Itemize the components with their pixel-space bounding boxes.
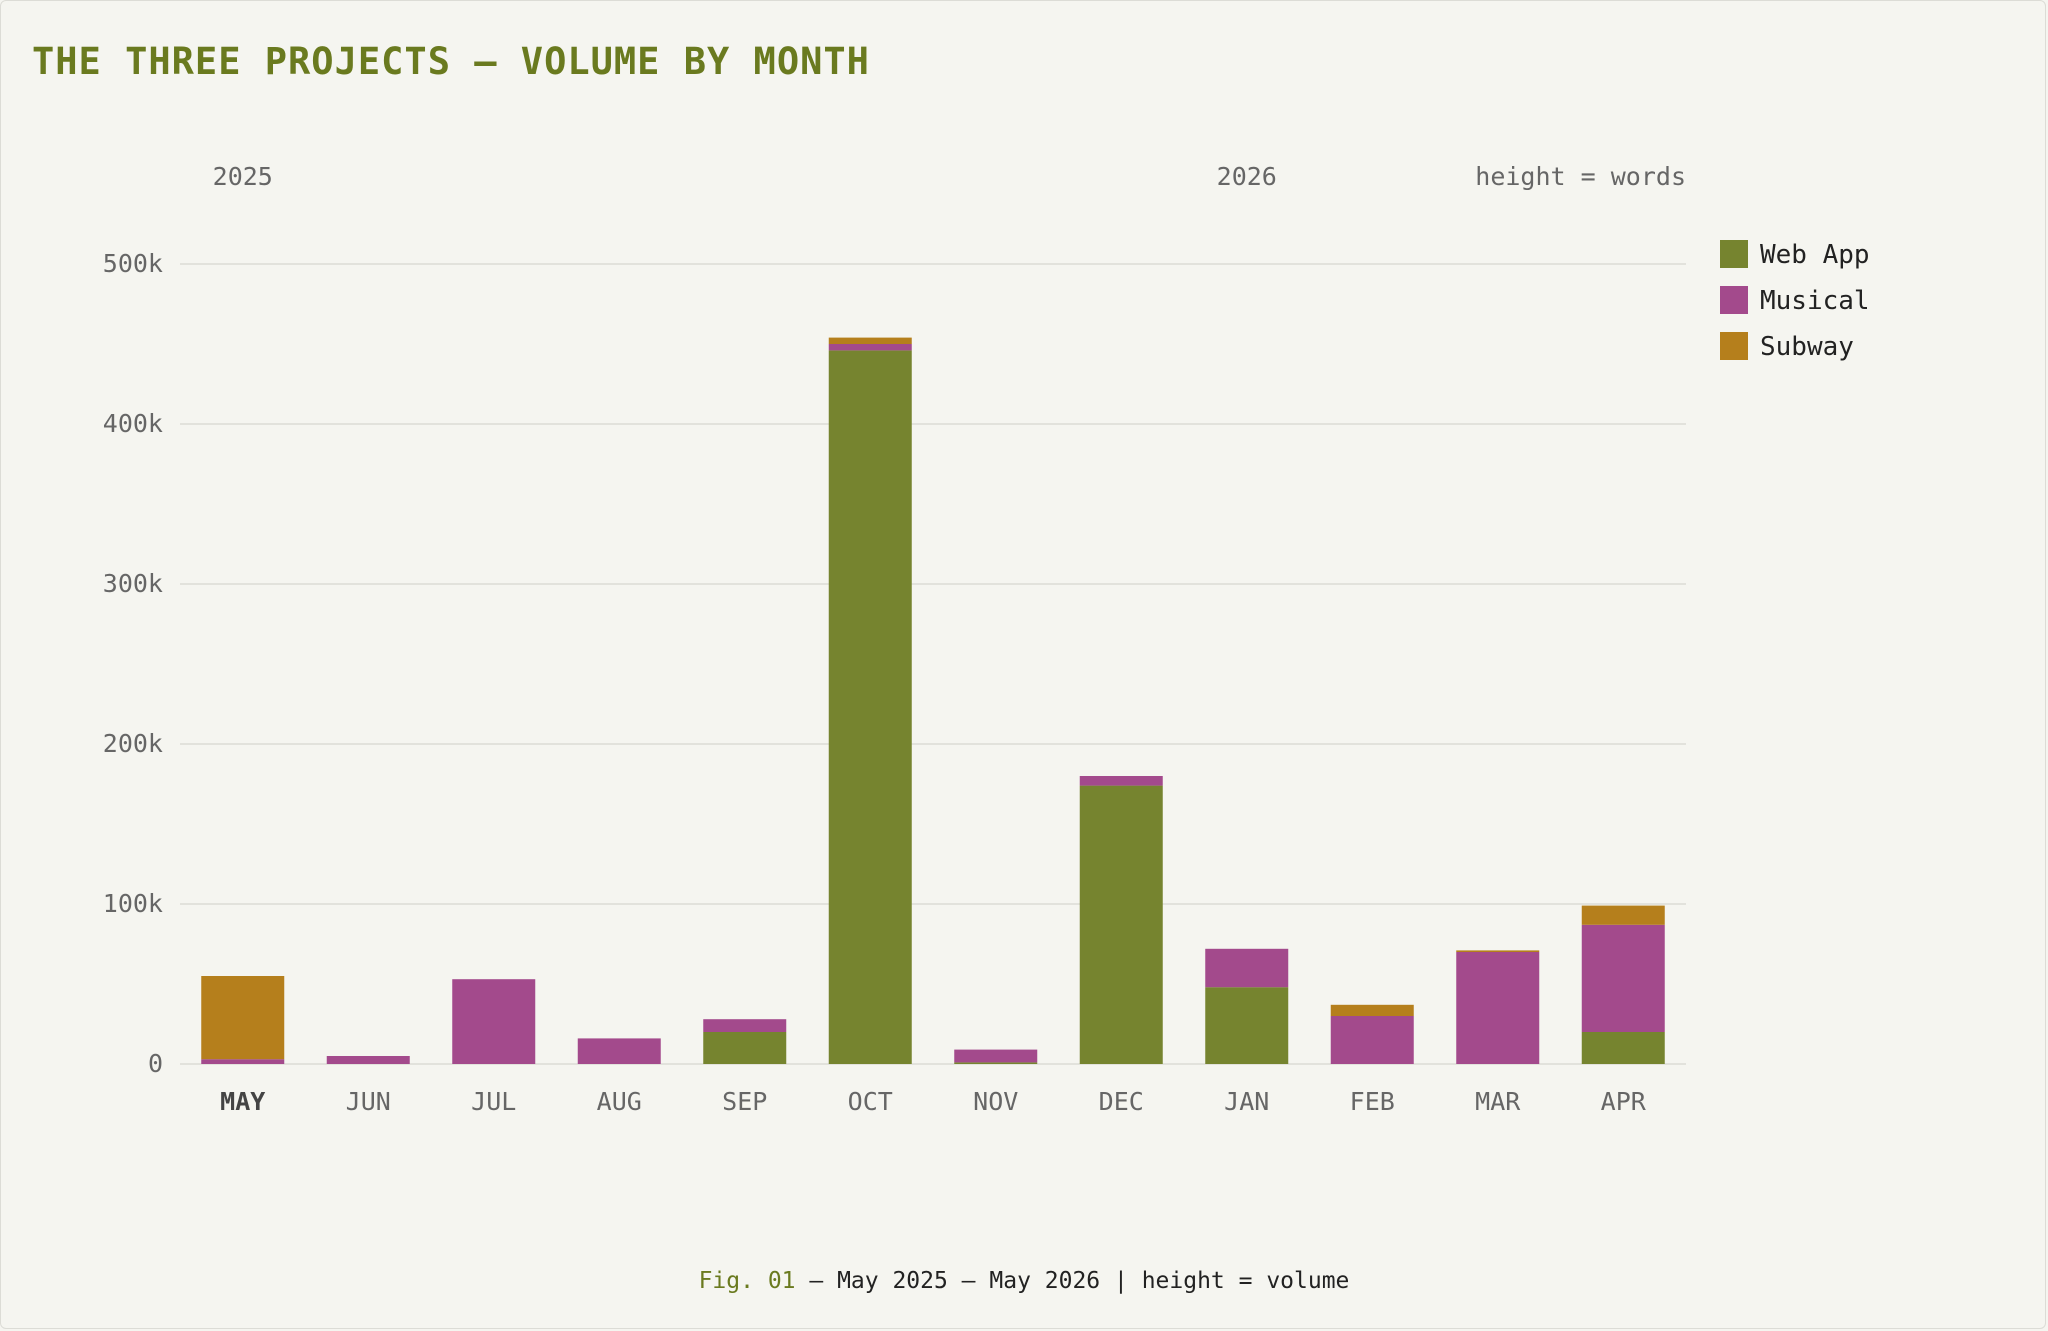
bar-segment [1079, 776, 1163, 786]
y-tick-label: 400k [103, 409, 163, 438]
bar-segment [1581, 905, 1665, 925]
y-tick-label: 300k [103, 569, 163, 598]
bar-segment [1330, 1016, 1414, 1064]
bar-segment [703, 1019, 787, 1032]
x-tick-label: OCT [848, 1087, 893, 1116]
bar-segment [1205, 948, 1289, 988]
y-tick-label: 100k [103, 889, 163, 918]
chart-title: THE THREE PROJECTS — VOLUME BY MONTH [32, 40, 870, 83]
bar-segment [1581, 1032, 1665, 1064]
grid-lines [180, 263, 1686, 1065]
caption-separator: — [795, 1268, 838, 1294]
legend-label: Subway [1760, 332, 1854, 362]
y-tick-label: 500k [103, 249, 163, 278]
bar-segment [326, 1056, 410, 1064]
x-tick-label: NOV [973, 1087, 1018, 1116]
figure-caption: Fig. 01 — May 2025 – May 2026 | height =… [0, 1268, 2048, 1294]
x-tick-label: FEB [1350, 1087, 1395, 1116]
figure-number: Fig. 01 [698, 1268, 796, 1294]
y-axis: 0 100k 200k 300k 400k 500k [103, 249, 163, 1078]
y-tick-label: 0 [148, 1049, 163, 1078]
bar-segment [954, 1062, 1038, 1064]
bar-segment [828, 344, 912, 351]
bar-segment [201, 1059, 285, 1064]
height-note: height = words [1475, 162, 1686, 191]
bar-segment [577, 1038, 661, 1064]
x-tick-label: APR [1601, 1087, 1647, 1116]
x-tick-label: JUN [346, 1087, 391, 1116]
bar-segment [1079, 785, 1163, 1064]
year-label: 2026 [1217, 162, 1277, 191]
bar-segment [1205, 987, 1289, 1064]
x-axis: MAY JUN JUL AUG SEP OCT NOV DEC JAN FEB MAR APR [220, 1087, 1647, 1116]
x-tick-label: SEP [722, 1087, 767, 1116]
x-tick-label: JAN [1224, 1087, 1269, 1116]
bar-segment [1456, 950, 1540, 952]
year-label: 2025 [213, 162, 273, 191]
bar-segment [201, 976, 285, 1060]
bar-segment [828, 337, 912, 344]
x-tick-label: JUL [471, 1087, 516, 1116]
x-tick-label: MAY [220, 1087, 265, 1116]
legend-swatch [1720, 332, 1748, 360]
bar-segment [1330, 1004, 1414, 1016]
annotations: 2025 2026 height = words [213, 162, 1686, 191]
bars [201, 337, 1665, 1064]
legend-label: Web App [1760, 240, 1870, 270]
x-tick-label: DEC [1099, 1087, 1144, 1116]
legend: Web App Musical Subway [1720, 240, 1870, 362]
bar-segment [1456, 952, 1540, 1064]
x-tick-label: MAR [1475, 1087, 1521, 1116]
bar-segment [703, 1032, 787, 1064]
legend-swatch [1720, 240, 1748, 268]
caption-text: May 2025 – May 2026 | height = volume [837, 1268, 1350, 1294]
bar-segment [452, 979, 536, 1064]
legend-swatch [1720, 286, 1748, 314]
legend-label: Musical [1760, 286, 1870, 316]
bar-segment [1581, 924, 1665, 1032]
bar-segment [954, 1049, 1038, 1063]
x-tick-label: AUG [597, 1087, 642, 1116]
bar-segment [828, 350, 912, 1064]
y-tick-label: 200k [103, 729, 163, 758]
